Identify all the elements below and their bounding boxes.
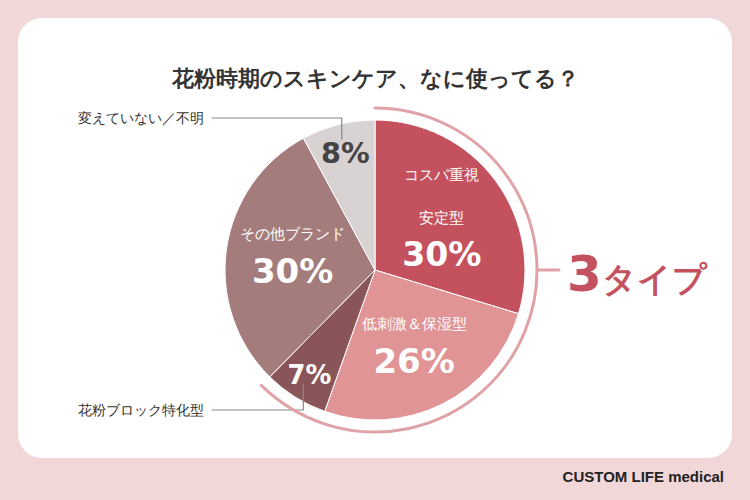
- svg-text:7%: 7%: [288, 360, 332, 390]
- svg-text:その他ブランド30%: その他ブランド30%: [240, 225, 345, 291]
- svg-text:低刺激＆保湿型26%: 低刺激＆保湿型26%: [362, 315, 467, 381]
- svg-text:花粉時期のスキンケア、なに使ってる？: 花粉時期のスキンケア、なに使ってる？: [171, 66, 579, 91]
- svg-text:変えていない／不明: 変えていない／不明: [78, 110, 204, 126]
- svg-text:8%: 8%: [321, 136, 370, 170]
- html-text:CUSTOM LIFE medical: CUSTOM LIFE medical: [562, 468, 724, 485]
- svg-text:コスパ重視安定型30%: コスパ重視安定型30%: [402, 166, 481, 274]
- svg-text:花粉ブロック特化型: 花粉ブロック特化型: [78, 402, 204, 418]
- svg-text:3タイプ: 3タイプ: [567, 245, 708, 303]
